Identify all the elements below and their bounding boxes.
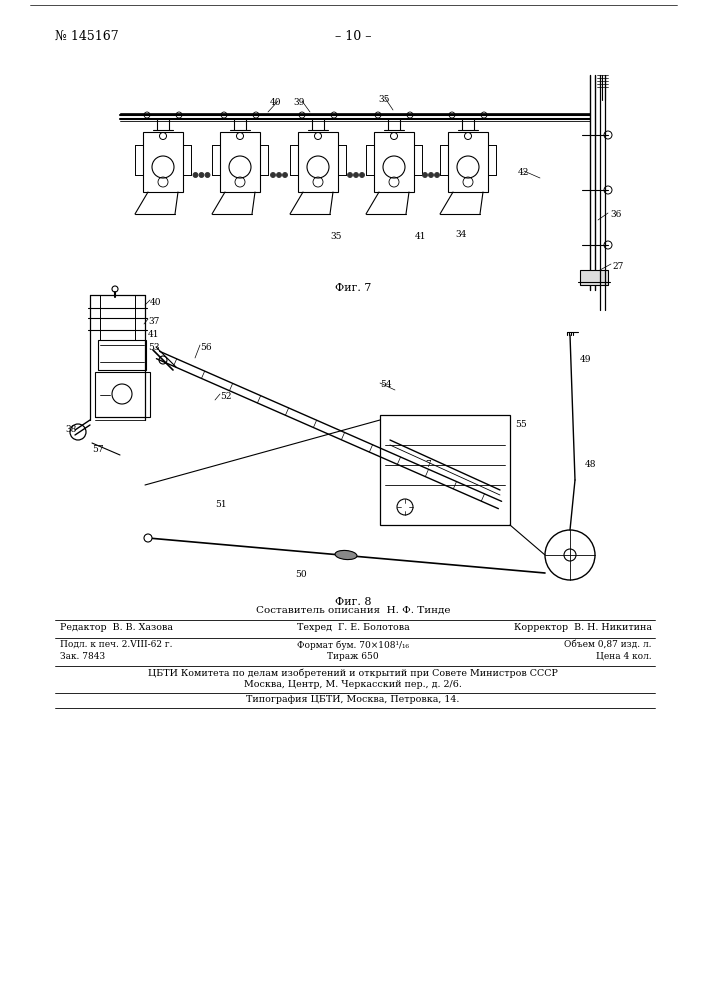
Text: Фиг. 7: Фиг. 7 [335,283,371,293]
Text: 53: 53 [148,343,160,352]
Text: 51: 51 [215,500,227,509]
Circle shape [199,172,204,178]
Text: – 10 –: – 10 – [334,30,371,43]
Circle shape [359,172,365,178]
Text: 34: 34 [455,230,467,239]
Text: Цена 4 кол.: Цена 4 кол. [597,652,652,661]
Text: 52: 52 [220,392,231,401]
Text: 41: 41 [148,330,160,339]
Text: 40: 40 [270,98,281,107]
Circle shape [428,172,433,178]
Text: Тираж 650: Тираж 650 [327,652,379,661]
Text: № 145167: № 145167 [55,30,119,43]
Text: 36: 36 [610,210,621,219]
Text: 55: 55 [515,420,527,429]
Text: Москва, Центр, М. Черкасский пер., д. 2/6.: Москва, Центр, М. Черкасский пер., д. 2/… [244,680,462,689]
Text: 35: 35 [330,232,341,241]
Text: Составитель описания  Н. Ф. Тинде: Составитель описания Н. Ф. Тинде [256,606,450,615]
Text: 37: 37 [148,317,159,326]
Text: Фиг. 8: Фиг. 8 [334,597,371,607]
Circle shape [205,172,210,178]
Circle shape [271,172,276,178]
Text: 7: 7 [425,460,431,469]
Text: 48: 48 [585,460,597,469]
Circle shape [348,172,353,178]
Text: 39: 39 [293,98,305,107]
Bar [298,132,338,192]
Bar [380,415,510,525]
Circle shape [423,172,428,178]
Circle shape [354,172,358,178]
Text: 57: 57 [92,445,104,454]
Circle shape [193,172,198,178]
Text: 42: 42 [518,168,530,177]
Text: 41: 41 [415,232,426,241]
Bar [448,132,488,192]
Bar [220,132,260,192]
Text: 56: 56 [200,343,211,352]
Text: 38: 38 [65,425,76,434]
Bar [143,132,183,192]
Bar [374,132,414,192]
Bar [580,270,608,285]
Bar [98,340,146,370]
Text: Типография ЦБТИ, Москва, Петровка, 14.: Типография ЦБТИ, Москва, Петровка, 14. [246,695,460,704]
Text: 50: 50 [295,570,307,579]
Text: Объем 0,87 изд. л.: Объем 0,87 изд. л. [564,640,652,649]
Text: 27: 27 [612,262,624,271]
Text: 40: 40 [150,298,161,307]
Circle shape [435,172,440,178]
Text: Подл. к печ. 2.VIII-62 г.: Подл. к печ. 2.VIII-62 г. [60,640,173,649]
Text: 54: 54 [380,380,392,389]
Bar [95,372,150,417]
Ellipse shape [335,550,357,560]
Text: Техред  Г. Е. Болотова: Техред Г. Е. Болотова [297,623,409,632]
Text: 35: 35 [378,95,390,104]
Circle shape [144,534,152,542]
Text: Зак. 7843: Зак. 7843 [60,652,105,661]
Circle shape [283,172,288,178]
Text: Формат бум. 70×108¹/₁₆: Формат бум. 70×108¹/₁₆ [297,640,409,650]
Text: Редактор  В. В. Хазова: Редактор В. В. Хазова [60,623,173,632]
Text: 49: 49 [580,355,592,364]
Circle shape [276,172,281,178]
Text: Корректор  В. Н. Никитина: Корректор В. Н. Никитина [514,623,652,632]
Text: ЦБТИ Комитета по делам изобретений и открытий при Совете Министров СССР: ЦБТИ Комитета по делам изобретений и отк… [148,668,558,678]
